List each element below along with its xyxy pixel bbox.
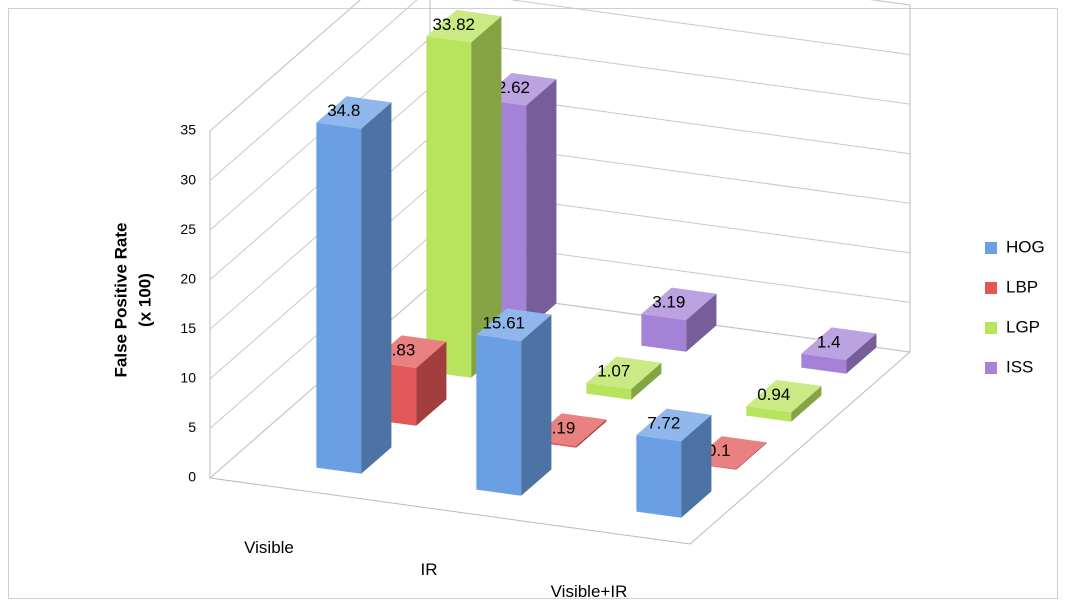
bar-front xyxy=(316,122,362,474)
bar xyxy=(746,379,822,422)
legend-label: LGP xyxy=(1006,317,1040,336)
bar-top-shade xyxy=(636,408,712,442)
y-tick-label: 5 xyxy=(188,419,196,435)
bar xyxy=(316,96,392,474)
bar xyxy=(426,9,502,378)
bar xyxy=(641,287,717,352)
bar-side xyxy=(526,79,557,330)
bar-side xyxy=(791,386,822,422)
bar xyxy=(586,356,662,400)
data-label: 3.19 xyxy=(652,293,685,312)
x-tick-label: Visible+IR xyxy=(551,582,628,601)
bar-side-shade xyxy=(416,341,447,426)
y-axis-title-line: (x 100) xyxy=(135,273,154,327)
bar-top-shade xyxy=(426,9,502,43)
bar-front xyxy=(801,353,847,374)
bar-side-shade xyxy=(631,362,662,400)
bar-top xyxy=(426,9,502,43)
data-label: 34.8 xyxy=(327,101,360,120)
bar-side-shade xyxy=(686,293,717,352)
bar-front xyxy=(426,36,472,378)
data-label: 15.61 xyxy=(482,313,525,332)
y-tick-label: 25 xyxy=(180,221,196,237)
bar-side xyxy=(631,362,662,400)
legend-label: HOG xyxy=(1006,237,1045,256)
bar-top xyxy=(316,96,392,129)
bar-top-shade xyxy=(801,327,877,360)
legend-swatch xyxy=(985,322,997,334)
grid-line xyxy=(209,0,911,181)
bar-front xyxy=(476,334,522,496)
y-axis-title-line: False Positive Rate xyxy=(111,223,130,378)
grid-line xyxy=(209,0,911,132)
y-tick-label: 15 xyxy=(180,320,196,336)
bar-top xyxy=(641,287,717,321)
data-label: 0.94 xyxy=(757,385,790,404)
bar-side xyxy=(361,102,392,474)
bar-side xyxy=(681,414,712,518)
bar-top xyxy=(636,408,712,442)
bar xyxy=(636,408,712,518)
bar-side-shade xyxy=(521,314,552,496)
bar-top-shade xyxy=(746,379,822,413)
bar-side-shade xyxy=(681,414,712,518)
bar-front xyxy=(636,435,682,518)
bar xyxy=(801,327,877,374)
bar-side-shade xyxy=(736,442,767,470)
bar-side-shade xyxy=(846,333,877,374)
bar-top-shade xyxy=(316,96,392,129)
bar-top xyxy=(476,308,552,342)
y-tick-label: 10 xyxy=(180,370,196,386)
bar-top-shade xyxy=(476,308,552,342)
bar-top xyxy=(801,327,877,360)
y-tick-label: 30 xyxy=(180,171,196,187)
bar-side-shade xyxy=(791,386,822,422)
data-label: 1.07 xyxy=(597,362,630,381)
bar-top-shade xyxy=(586,356,662,390)
y-tick-label: 20 xyxy=(180,270,196,286)
bar-top-shade xyxy=(641,287,717,321)
y-axis-title: False Positive Rate (x 100) xyxy=(111,223,154,378)
bar-side xyxy=(521,314,552,496)
bar-side-shade xyxy=(526,79,557,330)
bar-front xyxy=(746,406,792,422)
legend-swatch xyxy=(985,362,997,374)
bar-top xyxy=(746,379,822,413)
legend-label: ISS xyxy=(1006,357,1033,376)
x-tick-label: IR xyxy=(421,560,438,579)
bar-side xyxy=(576,419,607,448)
bar-side xyxy=(471,16,502,378)
y-tick-label: 35 xyxy=(180,122,196,138)
bar-front xyxy=(586,383,632,400)
bar-side-shade xyxy=(576,419,607,448)
legend-swatch xyxy=(985,242,997,254)
bar-side xyxy=(846,333,877,374)
bar-top xyxy=(586,356,662,390)
data-label: 1.4 xyxy=(817,332,841,351)
bar-side-shade xyxy=(471,16,502,378)
data-label: 0.1 xyxy=(707,441,731,460)
bar-side xyxy=(736,442,767,470)
legend-swatch xyxy=(985,282,997,294)
bar xyxy=(476,308,552,496)
bar-front xyxy=(641,313,687,352)
x-tick-label: Visible xyxy=(244,538,294,557)
data-label: 33.82 xyxy=(432,15,475,34)
data-label: 7.72 xyxy=(647,414,680,433)
legend-label: LBP xyxy=(1006,277,1038,296)
bar-side xyxy=(416,341,447,426)
y-tick-label: 0 xyxy=(188,469,196,485)
bar-side xyxy=(686,293,717,352)
bar-side-shade xyxy=(361,102,392,474)
